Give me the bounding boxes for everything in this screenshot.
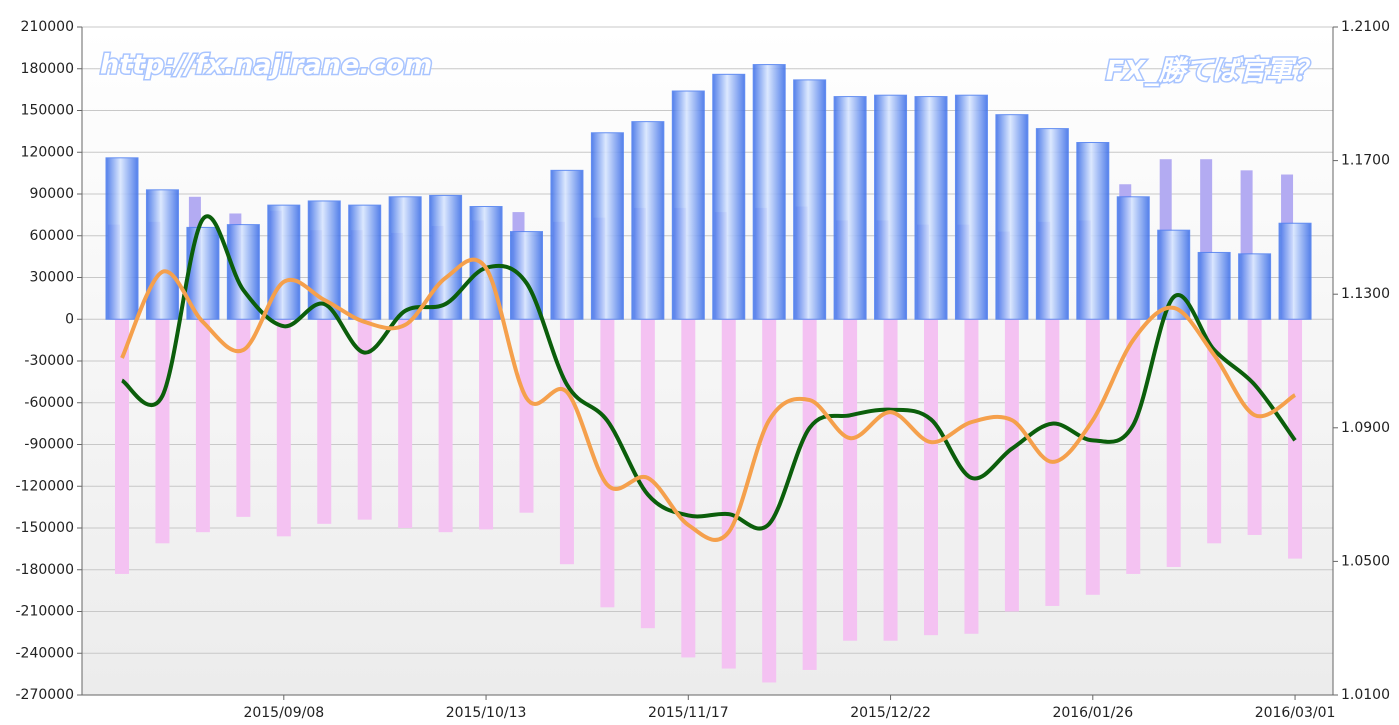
line: [120, 257, 1297, 542]
bar: [1247, 319, 1262, 535]
watermark: FX_勝てば官軍？: [1106, 56, 1320, 87]
bar: [1126, 319, 1141, 574]
bar: [195, 319, 210, 533]
bar: [671, 90, 705, 320]
bar: [438, 319, 453, 533]
y-tick-label: -90000: [24, 437, 74, 453]
y-tick-label: -180000: [16, 562, 75, 578]
y-tick-label: 120000: [21, 144, 74, 160]
bar: [388, 196, 422, 320]
bar: [752, 64, 786, 320]
y-tick-label: -60000: [24, 395, 74, 411]
bar: [1035, 128, 1069, 320]
y-tick-label: -270000: [16, 687, 75, 703]
bar: [398, 319, 413, 528]
x-tick-label: 2015/09/08: [243, 705, 324, 721]
bar: [802, 319, 817, 670]
bar: [712, 73, 746, 320]
y-tick-label: 210000: [21, 19, 74, 35]
bar: [954, 94, 988, 320]
y-tick-label: 150000: [21, 103, 74, 119]
line: [120, 214, 1297, 531]
bar: [721, 319, 736, 669]
y2-tick-label: 1.0100: [1341, 687, 1390, 703]
bar: [1076, 142, 1110, 320]
bar: [762, 319, 777, 683]
bar: [590, 132, 624, 320]
bar: [155, 319, 170, 544]
bar: [236, 319, 251, 517]
bar: [105, 157, 139, 320]
bar: [1085, 319, 1100, 595]
bar: [924, 319, 938, 636]
bar: [600, 319, 615, 608]
y-tick-label: -240000: [16, 645, 75, 661]
bar: [1238, 253, 1272, 320]
bar: [1116, 196, 1150, 320]
bar: [640, 319, 655, 629]
bar: [793, 79, 827, 320]
y2-tick-label: 1.1700: [1341, 153, 1390, 169]
y2-tick-label: 1.2100: [1341, 19, 1390, 35]
y-tick-label: 0: [65, 311, 74, 327]
y-tick-label: 180000: [21, 61, 74, 77]
bar: [1004, 319, 1019, 612]
x-tick-label: 2016/01/26: [1052, 705, 1133, 721]
y-tick-label: -30000: [24, 353, 74, 369]
bar: [995, 114, 1029, 320]
bar: [479, 319, 494, 530]
bar: [550, 169, 584, 320]
bar: [276, 319, 291, 537]
bar: [519, 319, 534, 513]
bar: [631, 121, 665, 320]
x-tick-label: 2015/12/22: [850, 705, 931, 721]
bar: [1207, 319, 1222, 544]
y-tick-label: -150000: [16, 520, 75, 536]
y-tick-label: -120000: [16, 478, 75, 494]
bar: [833, 96, 867, 320]
bar: [681, 319, 696, 658]
y2-tick-label: 1.0500: [1341, 553, 1390, 569]
bar: [267, 204, 301, 320]
bar: [348, 204, 382, 320]
bar: [843, 319, 858, 641]
bar: [883, 319, 898, 641]
bar: [1197, 251, 1231, 320]
y-tick-label: 30000: [29, 270, 74, 286]
bar: [559, 319, 574, 565]
y-tick-label: 90000: [29, 186, 74, 202]
bar: [1157, 229, 1191, 320]
y2-tick-label: 1.0900: [1341, 420, 1390, 436]
bar: [874, 94, 908, 320]
y-tick-label: 60000: [29, 228, 74, 244]
bar: [1166, 319, 1181, 567]
bar: [1278, 222, 1312, 320]
x-tick-label: 2016/03/01: [1255, 705, 1336, 721]
x-tick-label: 2015/11/17: [648, 705, 729, 721]
y2-tick-label: 1.1300: [1341, 286, 1390, 302]
bar: [429, 194, 463, 320]
bar: [357, 319, 372, 520]
bar: [317, 319, 332, 524]
y-tick-label: -210000: [16, 604, 75, 620]
watermark: http://fx.najirane.com: [100, 50, 432, 81]
bar: [145, 189, 179, 320]
bar: [914, 96, 948, 320]
x-tick-label: 2015/10/13: [446, 705, 527, 721]
